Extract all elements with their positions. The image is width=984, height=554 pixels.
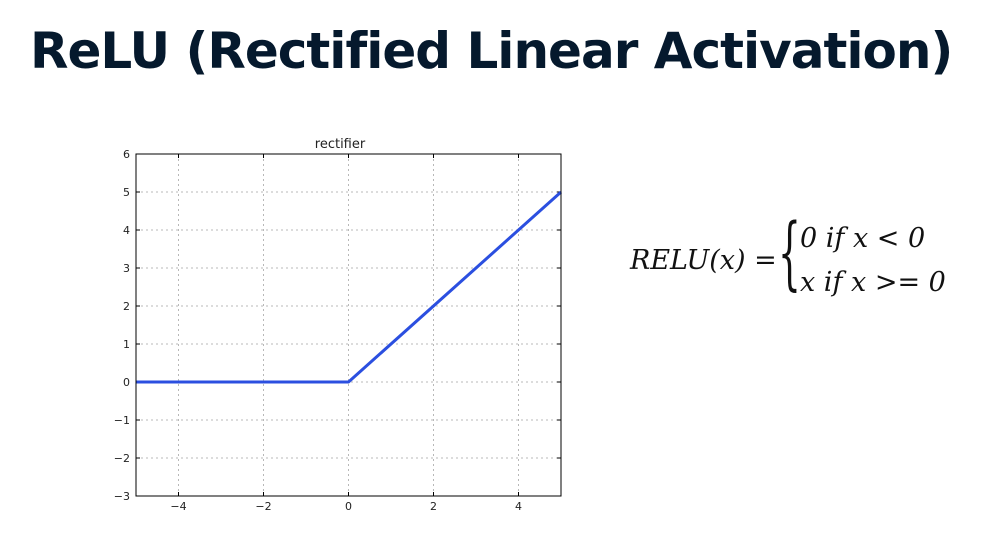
- chart-title: rectifier: [315, 137, 366, 152]
- y-tick-label: 0: [123, 376, 130, 389]
- y-tick-label: 4: [123, 224, 130, 237]
- relu-formula: RELU(x) = { 0 if x < 0 x if x >= 0: [630, 206, 950, 315]
- series-lines: [136, 190, 562, 384]
- relu-chart: rectifier −4 −2 0 2 4 −3 −2 −1 0 1 2 3 4 5 6: [114, 137, 562, 513]
- y-tick-label: −3: [114, 490, 130, 503]
- x-tick-label: 0: [345, 500, 352, 513]
- y-tick-label: 2: [123, 300, 130, 313]
- x-tick-label: 2: [430, 500, 437, 513]
- series-line-relu: [136, 190, 562, 384]
- y-tick-label: 3: [123, 262, 130, 275]
- x-tick-label: −4: [170, 500, 186, 513]
- slide-title: ReLU (Rectified Linear Activation): [30, 22, 953, 80]
- x-tick-label: 4: [515, 500, 522, 513]
- y-tick-label: 5: [123, 186, 130, 199]
- y-tick-label: −1: [114, 414, 130, 427]
- y-tick-label: 6: [123, 148, 130, 161]
- plot-frame: [135, 153, 562, 497]
- formula-case-negative: 0 if x < 0: [800, 223, 926, 254]
- formula-case-nonnegative: x if x >= 0: [800, 267, 946, 298]
- x-tick-label: −2: [255, 500, 271, 513]
- y-tick-label: −2: [114, 452, 130, 465]
- y-tick-label: 1: [123, 338, 130, 351]
- formula-brace: {: [778, 206, 801, 299]
- formula-lhs: RELU(x) =: [630, 245, 777, 276]
- grid-lines: [136, 154, 561, 496]
